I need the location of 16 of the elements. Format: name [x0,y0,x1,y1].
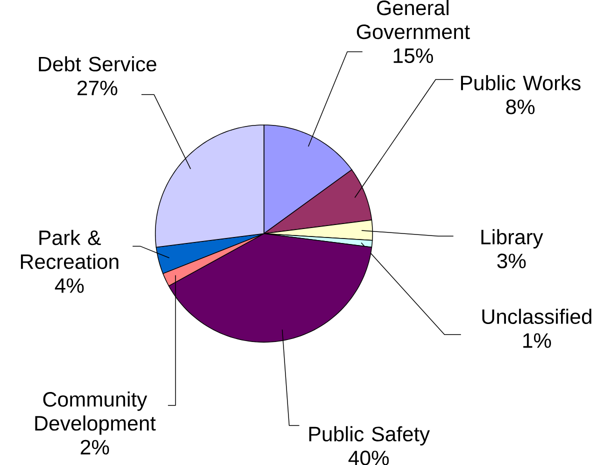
slice-label: Community Development [35,391,156,435]
data-label: 3% [497,253,526,268]
slice-label: Public Safety [309,426,430,446]
data-label: 40% [348,450,389,465]
data-label: 27% [78,80,118,96]
slice-label: General Government [356,0,470,39]
data-label: 15% [394,48,433,63]
slice-label: Debt Service [38,56,156,72]
legend-label: Library [481,229,544,248]
data-label: 1% [523,333,551,348]
data-label: 8% [506,99,535,114]
data-label: 4% [54,278,84,293]
slice-label: Public Works [461,74,580,90]
data-label: 2% [80,440,109,454]
slice-label: Unclassified [482,308,592,324]
slice-label: Park & Recreation [20,230,118,269]
